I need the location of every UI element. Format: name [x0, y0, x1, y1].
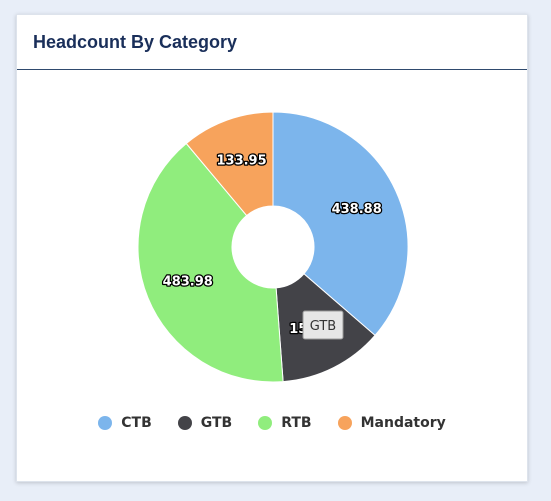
slice-ctb[interactable]	[272, 111, 409, 337]
legend-swatch-gtb	[177, 416, 192, 430]
legend-label-gtb: GTB	[200, 415, 233, 431]
tooltip: GTB	[302, 310, 344, 340]
slices-group	[137, 111, 409, 383]
card-title: Headcount By Category	[33, 32, 238, 52]
legend-label-mandatory: Mandatory	[360, 415, 446, 431]
tooltip-text: GTB	[310, 319, 336, 334]
tooltip-box	[302, 310, 344, 340]
legend-item-gtb[interactable]: GTB	[177, 415, 233, 431]
legend-swatch-ctb	[98, 416, 113, 430]
data-label-ctb: 438.88	[332, 202, 382, 217]
slice-mandatory[interactable]	[185, 111, 274, 217]
slice-rtb[interactable]	[137, 142, 284, 383]
legend-item-mandatory[interactable]: Mandatory	[337, 415, 446, 431]
legend-swatch-mandatory	[337, 416, 352, 430]
title-divider	[17, 69, 527, 70]
legend-item-rtb[interactable]: RTB	[258, 415, 312, 431]
data-label-mandatory: 133.95	[216, 154, 266, 169]
legend-item-ctb[interactable]: CTB	[98, 415, 152, 431]
legend-label-rtb: RTB	[281, 415, 312, 431]
headcount-card: Headcount By Category 438.88150.25483.98…	[16, 14, 528, 482]
legend-label-ctb: CTB	[121, 415, 152, 431]
data-label-rtb: 483.98	[163, 275, 213, 290]
chart-legend: CTB GTB RTB Mandatory	[17, 415, 527, 431]
legend-swatch-rtb	[258, 416, 273, 430]
